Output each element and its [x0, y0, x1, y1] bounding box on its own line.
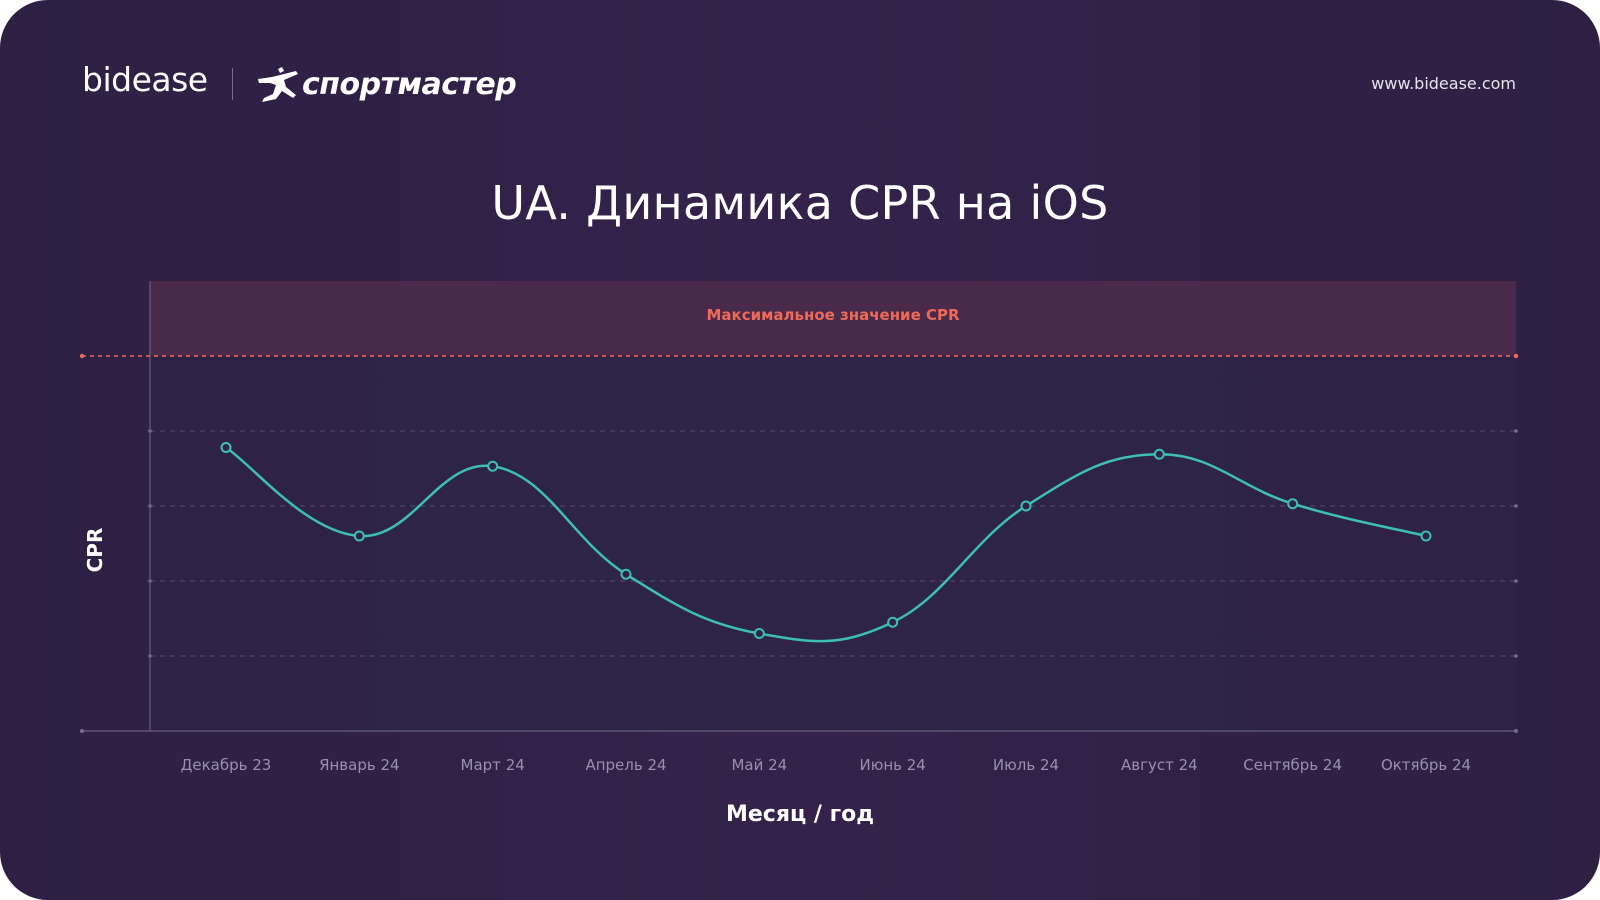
x-axis-label: Месяц / год: [725, 802, 875, 827]
max-line-end-dot: [1513, 353, 1519, 359]
sportmaster-logo: спортмастер: [256, 64, 517, 104]
series-line: [225, 446, 1427, 643]
x-axis-end-dot: [80, 729, 84, 733]
max-threshold-band: [150, 281, 1516, 356]
x-tick-label: Март 24: [461, 756, 525, 774]
data-point-7: [1020, 500, 1032, 512]
x-tick-label: Июль 24: [993, 756, 1059, 774]
data-points: [220, 442, 1432, 639]
sportmaster-logo-text: спортмастер: [302, 66, 517, 102]
grid-line-end-dot: [1514, 429, 1518, 433]
grid-line-end-dot: [1514, 579, 1518, 583]
x-tick-label: Май 24: [731, 756, 787, 774]
x-tick-label: Август 24: [1121, 756, 1198, 774]
running-man-icon: [258, 67, 298, 102]
data-point-2: [353, 530, 365, 542]
data-point-5: [753, 628, 765, 639]
x-tick-label: Апрель 24: [585, 756, 666, 774]
data-point-3: [487, 460, 499, 472]
grid-lines: [148, 429, 1518, 658]
chart-title: UA. Динамика CPR на iOS: [491, 176, 1109, 230]
max-line-start-dot: [79, 353, 85, 359]
logo-divider: [232, 68, 233, 100]
max-threshold-label: Максимальное значение CPR: [706, 306, 960, 324]
x-tick-label: Октябрь 24: [1381, 756, 1471, 774]
grid-line-end-dot: [1514, 654, 1518, 658]
x-tick-label: Декабрь 23: [181, 756, 272, 774]
grid-line-end-dot: [1514, 504, 1518, 508]
x-tick-labels: Декабрь 23 Январь 24 Март 24 Апрель 24 Май 2…: [181, 756, 1471, 774]
x-tick-label: Сентябрь 24: [1243, 756, 1342, 774]
x-axis-end-dot: [1514, 729, 1518, 733]
site-url: www.bidease.com: [1371, 74, 1516, 93]
data-point-1: [220, 442, 232, 453]
data-point-4: [620, 568, 632, 580]
y-axis-label: CPR: [83, 527, 107, 573]
data-point-6: [887, 616, 899, 628]
data-point-9: [1287, 498, 1299, 510]
x-tick-label: Январь 24: [319, 756, 399, 774]
data-point-8: [1153, 448, 1165, 460]
bidease-logo: bidease: [82, 60, 208, 99]
data-point-10: [1420, 530, 1432, 542]
x-tick-label: Июнь 24: [859, 756, 925, 774]
